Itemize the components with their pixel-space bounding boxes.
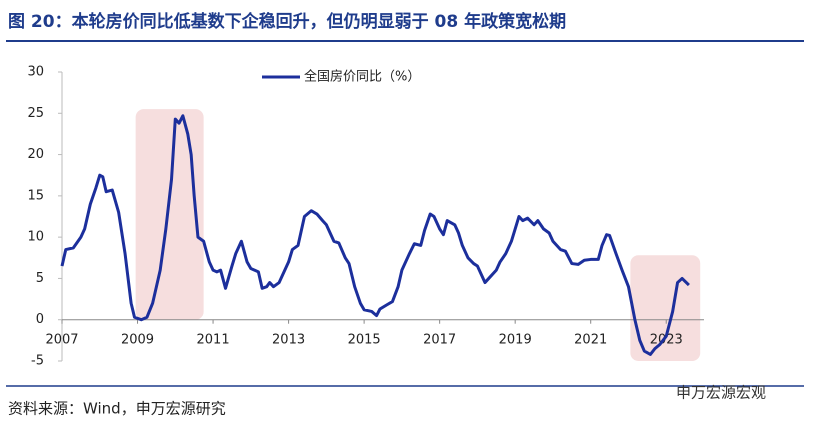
x-tick-label: 2021 <box>574 333 607 348</box>
y-tick-label: 0 <box>36 312 44 327</box>
chart-title: 图 20：本轮房价同比低基数下企稳回升，但仍明显弱于 08 年政策宽松期 <box>8 11 566 32</box>
x-tick-label: 2013 <box>272 333 305 348</box>
y-tick-label: 15 <box>27 188 44 203</box>
x-tick-label: 2017 <box>423 333 456 348</box>
y-tick-label: 25 <box>27 106 44 121</box>
line-series <box>60 114 690 356</box>
y-tick-label: -5 <box>31 354 44 369</box>
legend-label: 全国房价同比（%） <box>304 69 420 85</box>
x-tick-label: 2019 <box>499 333 532 348</box>
y-tick-label: 20 <box>27 147 44 162</box>
x-tick-label: 2009 <box>121 333 154 348</box>
y-tick-label: 30 <box>27 65 44 80</box>
watermark: 申万宏源宏观 <box>676 384 766 402</box>
y-tick-label: 5 <box>36 271 44 286</box>
shaded-region <box>135 109 204 320</box>
shaded-region <box>630 255 701 361</box>
y-tick-label: 10 <box>27 230 44 245</box>
x-tick-label: 2015 <box>348 333 381 348</box>
source: 资料来源：Wind，申万宏源研究 <box>8 400 226 418</box>
x-tick-label: 2023 <box>650 333 683 348</box>
x-tick-label: 2007 <box>45 333 78 348</box>
x-tick-label: 2011 <box>197 333 230 348</box>
